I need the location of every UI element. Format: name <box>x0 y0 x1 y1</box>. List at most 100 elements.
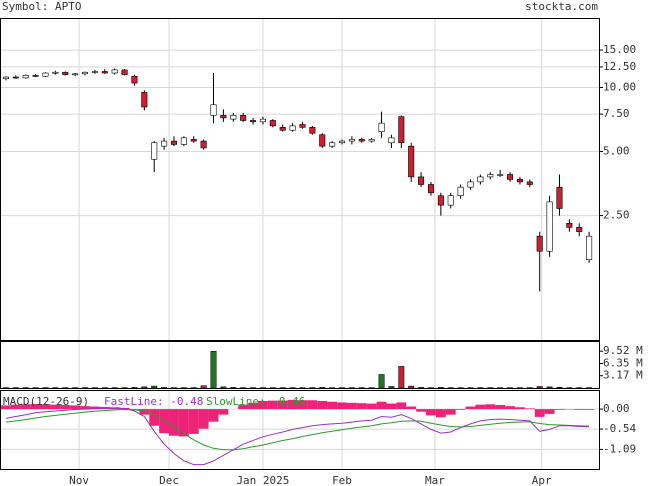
macd-histogram-bar <box>465 406 476 410</box>
candle-body <box>497 174 504 176</box>
candle-body <box>477 176 484 183</box>
candle-body <box>101 71 108 74</box>
volume-bar <box>230 387 237 389</box>
fast-label: FastLine: -0.48 <box>104 395 203 408</box>
macd-histogram-bar <box>80 406 90 410</box>
candle-body <box>516 179 523 183</box>
candle-body <box>42 72 49 77</box>
candle-body <box>566 222 573 228</box>
candle-body <box>378 122 385 132</box>
macd-histogram-bar <box>366 403 377 410</box>
volume-bar <box>388 386 395 389</box>
volume-bar <box>319 387 326 389</box>
candle-body <box>427 184 434 194</box>
volume-bar <box>418 387 425 389</box>
macd-histogram-bar <box>426 409 436 416</box>
volume-tick-label: 9.52 M <box>603 344 643 357</box>
x-tick-label: Jan 2025 <box>236 474 289 486</box>
candle-body <box>309 127 316 134</box>
candle-body <box>22 75 29 79</box>
candle-body <box>2 76 9 80</box>
candle-body <box>457 186 464 197</box>
macd-histogram-bar <box>505 406 515 410</box>
macd-histogram-bar <box>208 409 219 422</box>
candle-body <box>220 115 227 119</box>
candle-body <box>200 140 207 149</box>
candle-body <box>329 142 336 147</box>
candle-body <box>141 91 148 108</box>
macd-histogram-bar <box>584 409 595 410</box>
x-tick-label: Feb <box>332 474 352 486</box>
volume-bar <box>536 386 543 389</box>
candle-body <box>121 69 128 75</box>
macd-histogram-bar <box>524 408 535 410</box>
volume-bar <box>546 386 553 389</box>
candle-body <box>348 139 355 142</box>
macd-histogram-bar <box>376 401 387 410</box>
macd-histogram-bar <box>554 409 565 410</box>
candle-body <box>368 139 375 142</box>
y-tick-label: 10.00 <box>603 81 636 94</box>
macd-fast-line <box>5 407 590 466</box>
macd-panel <box>0 390 600 470</box>
volume-tick-label: 3.17 M <box>603 369 643 382</box>
candle-body <box>388 137 395 144</box>
volume-bar <box>220 386 227 389</box>
macd-histogram-bar <box>139 409 150 415</box>
macd-histogram-bar <box>149 409 160 426</box>
macd-histogram-bar <box>30 403 41 410</box>
macd-histogram-bar <box>406 406 417 410</box>
macd-tick-label: -1.09 <box>603 442 636 455</box>
macd-histogram-bar <box>544 409 555 414</box>
y-tick-label: 7.50 <box>603 107 630 120</box>
y-tick-label: 15.00 <box>603 43 636 56</box>
macd-tick-label: 0.00 <box>603 402 630 415</box>
candle-body <box>210 104 217 116</box>
volume-bar <box>161 387 168 389</box>
symbol-label: Symbol: APTO <box>2 0 81 13</box>
candle-body <box>190 139 197 142</box>
candle-body <box>32 75 39 77</box>
x-tick-label: Apr <box>532 474 552 486</box>
macd-histogram-bar <box>337 402 347 410</box>
macd-histogram-bar <box>485 404 496 410</box>
macd-histogram-bar <box>287 399 298 410</box>
candle-body <box>467 181 474 188</box>
candle-body <box>81 71 89 75</box>
candle-body <box>447 195 454 206</box>
macd-histogram-bar <box>277 400 288 410</box>
macd-histogram-bar <box>574 409 585 410</box>
volume-panel <box>0 341 600 389</box>
candle-body <box>289 125 296 131</box>
macd-histogram-bar <box>178 409 189 437</box>
y-tick-label: 5.00 <box>603 145 630 158</box>
macd-histogram-bar <box>50 404 61 410</box>
macd-histogram-bar <box>89 406 100 410</box>
volume-tick-label: 6.35 M <box>603 356 643 369</box>
candle-body <box>170 140 177 145</box>
macd-histogram-bar <box>455 409 466 410</box>
volume-bar <box>210 351 217 389</box>
volume-bar <box>437 387 444 389</box>
macd-histogram-bar <box>267 400 278 410</box>
candle-body <box>398 116 405 144</box>
macd-histogram-bar <box>307 400 318 410</box>
volume-bar <box>378 374 385 389</box>
candle-body <box>576 227 583 232</box>
macd-histogram-bar <box>297 400 308 410</box>
volume-bar <box>200 385 207 389</box>
y-tick-label: 2.50 <box>603 209 630 222</box>
macd-histogram-bar <box>327 401 338 410</box>
candle-body <box>62 71 69 75</box>
macd-histogram-bar <box>475 404 486 410</box>
macd-histogram-bar <box>396 402 407 410</box>
candle-body <box>487 174 494 178</box>
candle-body <box>299 124 306 128</box>
macd-histogram-bar <box>257 400 268 410</box>
candle-body <box>12 76 19 79</box>
candle-body <box>180 137 187 145</box>
candle-body <box>536 235 543 252</box>
price-panel <box>0 18 600 341</box>
candle-body <box>556 186 563 209</box>
